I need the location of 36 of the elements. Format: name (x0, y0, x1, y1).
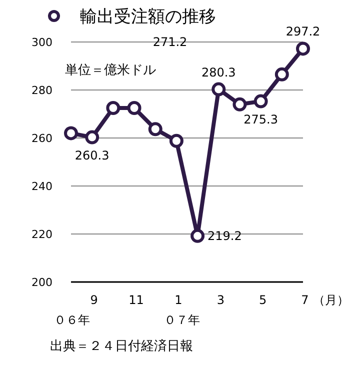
point (85, 130, 100, 144)
point (274, 67, 289, 82)
y-tick-label: 220 (32, 228, 52, 241)
x-tick-label: 9 (90, 293, 98, 307)
data-label: 260.3 (74, 148, 110, 162)
source-note: 出典＝２４日付経済日報 (50, 338, 193, 354)
chart-title: 輸出受注額の推移 (80, 7, 216, 27)
y-tick-label: 240 (32, 180, 52, 193)
x-tick-label: 5 (259, 293, 267, 307)
data-label: 297.2 (286, 24, 320, 39)
y-tick-label: 300 (32, 36, 52, 49)
x-tick-label: 11 (128, 293, 144, 307)
x-axis-title: （月） (313, 293, 349, 307)
x-tick-label: 1 (174, 293, 182, 307)
point (106, 101, 120, 115)
data-label: 219.2 (208, 228, 242, 243)
y-tick-label: 200 (32, 276, 52, 289)
point (212, 82, 226, 96)
text: ０６年 (54, 313, 90, 327)
point (148, 122, 162, 136)
annotation: 271.2 (152, 35, 188, 49)
point (232, 97, 247, 112)
point (64, 126, 78, 140)
annotation: 単位＝億米ドル (65, 63, 156, 78)
text: ０７年 (164, 313, 200, 327)
point (190, 228, 205, 243)
y-tick-label: 260 (32, 132, 52, 145)
x-tick-label: 7 (301, 293, 309, 307)
point (254, 94, 268, 108)
point (169, 134, 184, 148)
y-tick-label: 280 (32, 84, 52, 97)
x-tick-label: 3 (216, 293, 224, 307)
data-label: 275.3 (244, 112, 278, 126)
point (127, 101, 142, 115)
data-label: 280.3 (201, 65, 236, 80)
point (296, 42, 310, 56)
